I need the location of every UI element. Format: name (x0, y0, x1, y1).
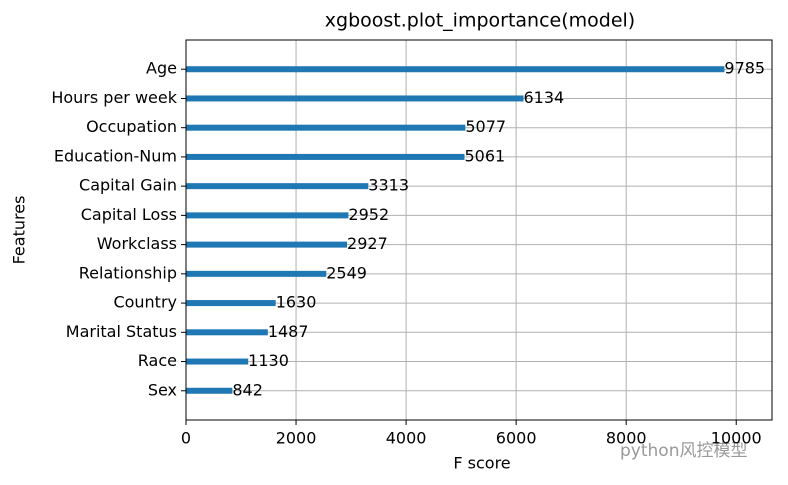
bar (186, 95, 524, 102)
x-tick-label: 2000 (276, 429, 317, 448)
y-tick-label: Capital Loss (81, 205, 177, 224)
value-label: 3313 (368, 176, 409, 195)
x-tick-label: 8000 (606, 429, 647, 448)
x-tick-label: 4000 (386, 429, 427, 448)
value-label: 2952 (348, 205, 389, 224)
value-label: 6134 (524, 88, 565, 107)
x-tick-label: 0 (181, 429, 191, 448)
bar (186, 212, 349, 219)
y-tick-label: Country (113, 293, 177, 312)
plot-frame (185, 39, 773, 421)
value-label: 1130 (248, 351, 289, 370)
y-tick-label: Relationship (79, 263, 177, 282)
y-tick-label: Capital Gain (79, 176, 177, 195)
bar (186, 183, 369, 190)
y-tick-label: Race (138, 351, 177, 370)
value-label: 2549 (326, 263, 367, 282)
x-axis-label: F score (453, 454, 510, 473)
y-tick-label: Education-Num (54, 146, 177, 165)
value-label: 1630 (276, 293, 317, 312)
bar (186, 66, 725, 73)
value-label: 9785 (724, 59, 765, 78)
bar (186, 387, 233, 394)
value-label: 5061 (464, 146, 505, 165)
bar (186, 300, 276, 307)
bar (186, 270, 327, 277)
value-label: 5077 (465, 117, 506, 136)
bar (186, 153, 465, 160)
y-tick-label: Marital Status (66, 322, 177, 341)
value-label: 1487 (268, 322, 309, 341)
bar (186, 124, 466, 131)
x-tick-label: 10000 (711, 429, 762, 448)
value-label: 842 (232, 380, 263, 399)
bar (186, 358, 249, 365)
x-tick-label: 6000 (496, 429, 537, 448)
y-axis-label: Features (10, 196, 29, 265)
y-tick-label: Age (146, 59, 177, 78)
bar (186, 241, 348, 248)
y-tick-label: Occupation (86, 117, 177, 136)
bar (186, 329, 268, 336)
chart-title: xgboost.plot_importance(model) (325, 10, 635, 32)
y-tick-label: Workclass (97, 234, 177, 253)
y-tick-label: Hours per week (51, 88, 177, 107)
watermark: python风控模型 (620, 441, 747, 461)
value-label: 2927 (347, 234, 388, 253)
y-tick-label: Sex (148, 380, 177, 399)
